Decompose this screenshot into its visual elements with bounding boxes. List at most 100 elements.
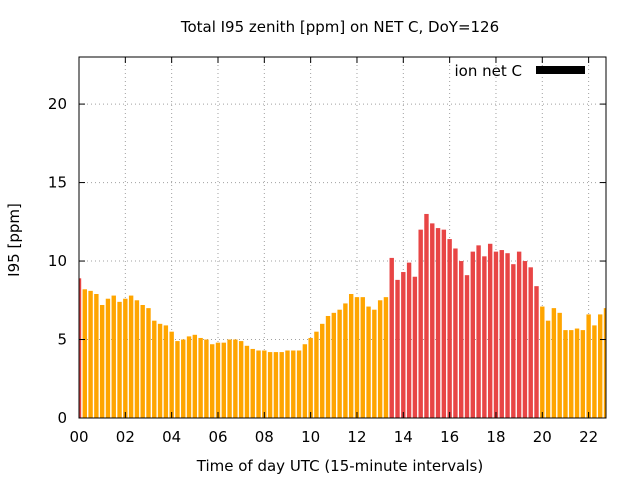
x-tick-label: 22 [579,428,598,446]
bar [343,303,348,418]
bar [540,306,545,418]
bar [267,352,273,418]
legend: ion net C [455,62,585,80]
bar [244,345,250,418]
bar [401,272,406,418]
bar [482,256,487,418]
x-tick-label: 02 [116,428,135,446]
bar [152,320,157,418]
bar [146,308,151,418]
bar [592,325,597,418]
chart-title: Total I95 zenith [ppm] on NET C, DoY=126 [180,18,499,36]
bar [192,334,198,418]
bar [459,261,464,418]
bar [372,309,377,418]
bar [395,279,400,418]
bar [493,251,499,418]
bar [233,339,238,418]
plot-border [78,56,607,419]
bar [308,337,313,418]
bar [447,239,452,418]
bar [528,267,533,418]
bar [134,300,140,418]
bar [435,228,441,418]
bar [215,342,221,418]
bar [424,213,429,418]
bar [296,350,302,418]
bar [169,331,174,418]
bar [186,336,192,418]
y-tick-label: 10 [48,252,67,270]
bar [464,275,470,418]
bar [227,339,232,418]
bar [204,339,209,418]
bar [273,352,279,418]
bar [430,223,435,418]
bar [250,348,255,418]
bar [551,308,557,418]
x-tick-label: 18 [486,428,505,446]
bar [470,251,476,418]
bar [285,350,290,418]
x-tick-label: 06 [208,428,227,446]
bar [320,323,325,418]
bar [354,297,360,418]
x-axis-label: Time of day UTC (15-minute intervals) [196,457,483,475]
bar [569,330,574,418]
bar [94,294,99,418]
bar [453,248,458,418]
y-tick-label: 0 [57,409,67,427]
bar [580,330,586,418]
bar [366,306,371,418]
x-tick-label: 00 [69,428,88,446]
bar [534,286,539,418]
bar [545,320,551,418]
bar [487,243,493,418]
bar [505,253,510,418]
bar [337,309,342,418]
bar [111,295,116,418]
bar [175,341,180,418]
bar [163,325,169,418]
ticks: 00 02 04 06 08 10 12 14 16 18 20 22 0 5 10 15 20 [48,57,606,446]
bar [88,290,93,418]
bar [279,352,284,418]
bar [238,341,244,418]
bar [603,308,606,418]
bar [499,250,504,418]
bar [256,350,261,418]
bar [291,350,296,418]
bar [79,278,82,418]
bars [79,213,606,418]
bar [181,339,186,418]
bar [348,294,354,418]
bar [598,314,603,418]
bar [82,289,87,418]
bar [123,298,128,418]
bar [302,344,308,418]
bar [314,331,319,418]
bar [209,344,215,418]
x-tick-label: 12 [347,428,366,446]
bar [406,262,412,418]
y-tick-label: 15 [48,174,67,192]
y-tick-label: 20 [48,95,67,113]
bar [221,342,226,418]
bar [325,315,331,418]
bar [157,323,163,418]
legend-swatch [536,66,585,74]
bar [117,301,122,418]
bar [140,304,145,418]
legend-label: ion net C [455,62,522,80]
bar [441,229,447,418]
bar [516,251,522,418]
bar [99,304,105,418]
x-tick-label: 14 [394,428,413,446]
bar [105,298,111,418]
bar [198,337,203,418]
bar [331,312,337,418]
bar [377,300,383,418]
bar [476,245,481,418]
bar [511,264,516,418]
y-axis-label: I95 [ppm] [5,203,23,277]
